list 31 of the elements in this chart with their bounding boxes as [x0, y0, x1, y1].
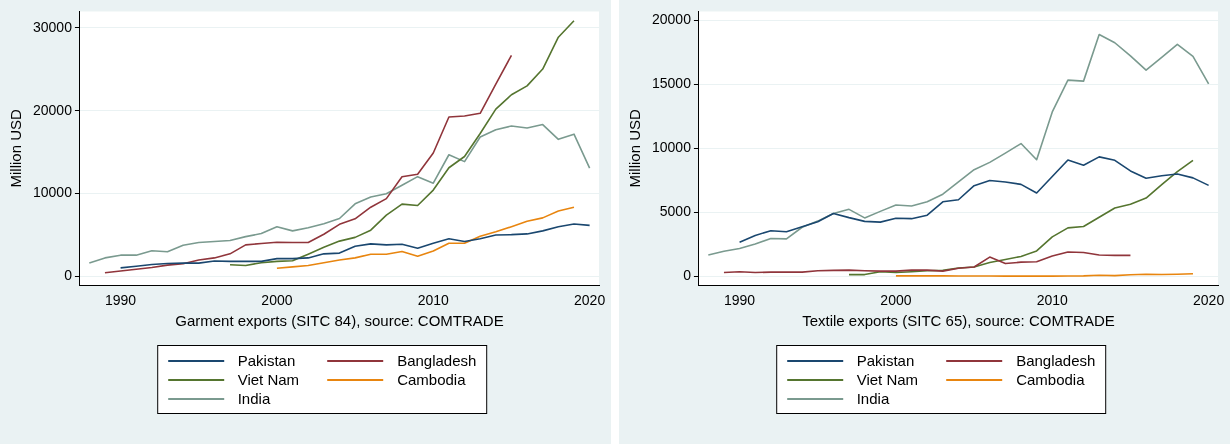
- x-tick-label: 1990: [724, 292, 756, 309]
- legend-label: Viet Nam: [856, 371, 919, 388]
- x-tick-label: 2020: [1193, 292, 1225, 309]
- legend-label: Cambodia: [397, 371, 466, 388]
- x-tick-label: 2020: [574, 292, 606, 309]
- y-tick-label: 0: [683, 267, 692, 284]
- y-tick-label: 10000: [32, 184, 73, 201]
- y-tick-label: 20000: [32, 101, 73, 118]
- x-tick-label: 1990: [105, 292, 137, 309]
- legend-label: Pakistan: [856, 352, 915, 369]
- y-tick-label: 5000: [659, 203, 692, 220]
- y-tick-label: 30000: [32, 18, 73, 35]
- legend-label: Viet Nam: [237, 371, 300, 388]
- x-tick-label: 2000: [880, 292, 912, 309]
- y-tick-label: 20000: [651, 11, 692, 28]
- legend-label: Bangladesh: [1016, 352, 1096, 369]
- x-tick-label: 2000: [261, 292, 293, 309]
- legend-label: India: [237, 390, 271, 407]
- legend-label: India: [856, 390, 890, 407]
- y-axis-title: Million USD: [7, 108, 25, 188]
- legend-label: Bangladesh: [397, 352, 477, 369]
- x-axis-title: Garment exports (SITC 84), source: COMTRADE: [175, 312, 504, 330]
- legend-label: Pakistan: [237, 352, 296, 369]
- y-tick-label: 10000: [651, 139, 692, 156]
- x-tick-label: 2010: [417, 292, 450, 309]
- y-tick-label: 15000: [651, 75, 692, 92]
- x-axis-title: Textile exports (SITC 65), source: COMTRADE: [802, 312, 1115, 330]
- legend-label: Cambodia: [1016, 371, 1085, 388]
- x-tick-label: 2010: [1036, 292, 1069, 309]
- y-tick-label: 0: [64, 266, 73, 283]
- y-axis-title: Million USD: [626, 108, 644, 188]
